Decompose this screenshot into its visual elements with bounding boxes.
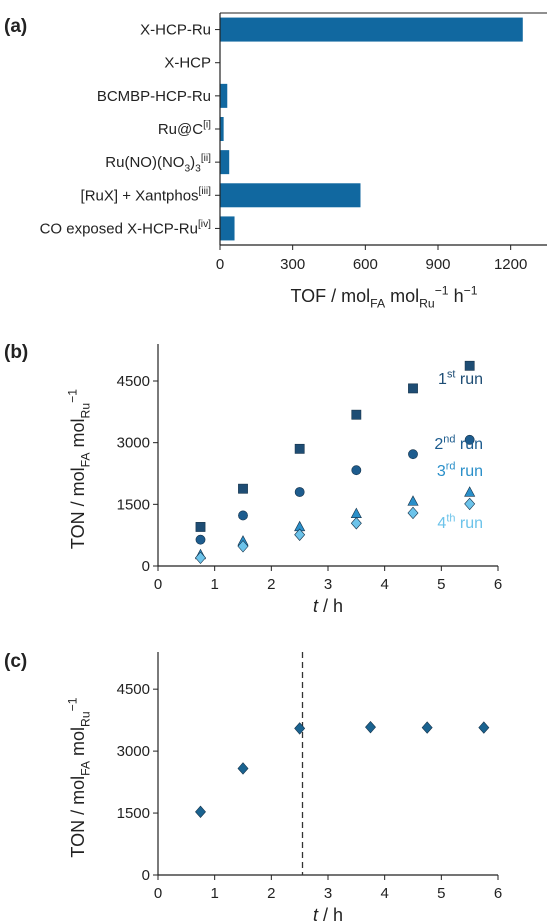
category-label: X-HCP [164, 55, 211, 72]
data-point [407, 495, 419, 506]
data-point [464, 497, 476, 511]
data-point [294, 528, 306, 541]
panel-b: (b) 0 1 2 3 4 5 6 0 1500 3000 4500 t / h TON / molFA … [4, 342, 502, 616]
y-tick-label: 1500 [117, 496, 150, 513]
x-tick-label: 0 [154, 885, 162, 902]
category-label: X-HCP-Ru [140, 22, 211, 39]
panel-a: (a) X-HCP-Ru X-HCP BCMBP-HCP-Ru Ru@C[i] Ru(NO… [4, 12, 547, 310]
y-tick-label: 1500 [117, 805, 150, 822]
category-label: Ru@C[i] [158, 120, 211, 138]
y-tick-label: 0 [142, 867, 150, 884]
data-point [464, 486, 476, 497]
data-point [350, 517, 362, 530]
x-tick-label: 6 [494, 885, 502, 902]
category-label: CO exposed X-HCP-Ru[iv] [40, 219, 212, 237]
data-point [407, 506, 419, 520]
y-tick-label: 0 [142, 558, 150, 575]
x-tick-label: 2 [267, 885, 275, 902]
x-tick-label: 1200 [494, 256, 527, 273]
data-point [351, 409, 362, 420]
data-point [238, 510, 248, 521]
panel-label-c: (c) [4, 651, 27, 672]
category-label: [RuX] + Xantphos[iii] [81, 186, 212, 204]
x-tick-label: 300 [280, 256, 305, 273]
x-axis-label: t / h [313, 905, 343, 924]
data-point [464, 360, 475, 371]
data-point [294, 722, 306, 735]
x-axis-label: t / h [313, 596, 343, 616]
bar [220, 83, 228, 108]
data-point [350, 507, 362, 518]
x-tick-label: 0 [216, 256, 224, 273]
x-tick-label: 600 [353, 256, 378, 273]
panel-label-a: (a) [4, 16, 27, 37]
series-label: 2nd run [434, 433, 483, 453]
data-point [478, 721, 490, 734]
x-tick-label: 4 [380, 576, 388, 593]
data-point [351, 465, 362, 476]
data-point [294, 487, 305, 497]
x-tick-label: 3 [324, 576, 332, 593]
data-point [408, 449, 418, 460]
y-tick-label: 4500 [117, 373, 150, 390]
bar [220, 17, 523, 42]
panel-c: (c) 0 1 2 3 4 5 6 0 1500 3000 4500 t / h TON / molFA … [4, 651, 502, 924]
series-label: 4th run [437, 512, 483, 532]
x-tick-label: 4 [380, 885, 388, 902]
data-point [294, 443, 305, 454]
category-label: Ru(NO)(NO3)3[ii] [105, 153, 211, 175]
data-point [195, 551, 206, 564]
x-tick-label: 1 [210, 885, 218, 902]
bar [220, 216, 235, 241]
x-tick-label: 5 [437, 576, 445, 593]
y-axis-label: TON / molFA molRu−1 [65, 389, 92, 549]
panel-label-b: (b) [4, 342, 28, 363]
x-tick-label: 0 [154, 576, 162, 593]
data-point [238, 483, 248, 494]
category-label: BCMBP-HCP-Ru [97, 88, 211, 105]
x-tick-label: 5 [437, 885, 445, 902]
series-label: 1st run [438, 368, 483, 388]
x-axis-label: TOF / molFA molRu−1 h−1 [290, 283, 477, 310]
bar [220, 150, 230, 175]
data-point [365, 720, 376, 734]
x-tick-label: 1 [210, 576, 218, 593]
data-point [195, 805, 206, 819]
data-point [195, 522, 206, 532]
bar [220, 183, 361, 208]
x-tick-label: 2 [267, 576, 275, 593]
data-point [421, 721, 433, 734]
bar [220, 117, 224, 141]
data-point [464, 434, 475, 445]
y-axis-label: TON / molFA molRu−1 [65, 697, 92, 857]
data-point [237, 540, 249, 553]
y-tick-label: 3000 [117, 435, 150, 452]
data-point [237, 762, 249, 775]
y-tick-label: 4500 [117, 681, 150, 698]
data-point [408, 383, 418, 394]
data-point [195, 534, 206, 545]
y-tick-label: 3000 [117, 743, 150, 760]
x-tick-label: 3 [324, 885, 332, 902]
x-tick-label: 900 [425, 256, 450, 273]
series-label: 3rd run [437, 460, 483, 480]
x-tick-label: 6 [494, 576, 502, 593]
